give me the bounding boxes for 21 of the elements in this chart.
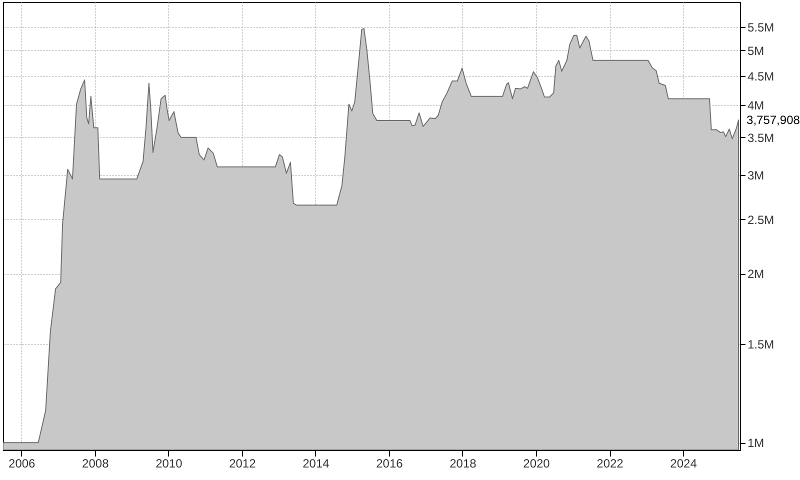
x-tick-label: 2006 [8,456,36,470]
y-tick-label: 1M [748,436,764,450]
x-tick-label: 2016 [376,456,404,470]
y-tick-label: 3M [748,168,764,182]
y-tick-label: 5.5M [748,20,774,35]
annotation: 3,757,908 [746,113,800,128]
x-tick-label: 2018 [450,456,477,470]
x-tick-label: 2022 [596,456,624,470]
y-tick-label: 2.5M [748,212,774,227]
y-tick-label: 3.5M [748,130,774,145]
x-tick-label: 2024 [670,456,698,470]
x-tick-label: 2012 [229,456,256,470]
y-tick-label: 1.5M [748,337,774,352]
y-tick-label: 4M [748,98,764,112]
y-tick-label: 4.5M [748,70,774,84]
x-tick-label: 2010 [156,456,183,470]
y-tick-label: 5M [748,44,764,58]
x-tick-label: 2020 [523,456,550,470]
y-tick-label: 2M [748,267,764,282]
x-tick-label: 2008 [82,456,110,470]
x-tick-label: 2014 [302,456,330,470]
